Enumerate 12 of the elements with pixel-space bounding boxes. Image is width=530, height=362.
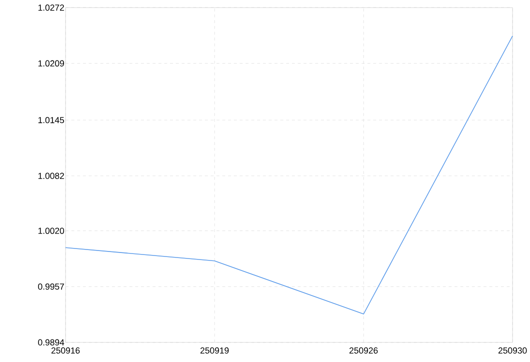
line-series <box>65 36 513 314</box>
x-tick-label: 250916 <box>51 347 80 354</box>
x-tick-label: 250930 <box>498 347 527 354</box>
y-tick-label: 1.0209 <box>38 60 64 67</box>
y-tick-label: 0.9957 <box>38 284 64 290</box>
y-tick-label: 1.0145 <box>38 117 64 124</box>
x-tick-label: 250919 <box>200 347 229 354</box>
y-tick-label: 1.0082 <box>38 172 64 180</box>
x-tick-label: 250926 <box>349 347 378 354</box>
y-tick-label: 1.0272 <box>38 4 64 11</box>
y-tick-label: 1.0020 <box>38 228 64 234</box>
y-tick-label: 0.9894 <box>38 339 64 346</box>
